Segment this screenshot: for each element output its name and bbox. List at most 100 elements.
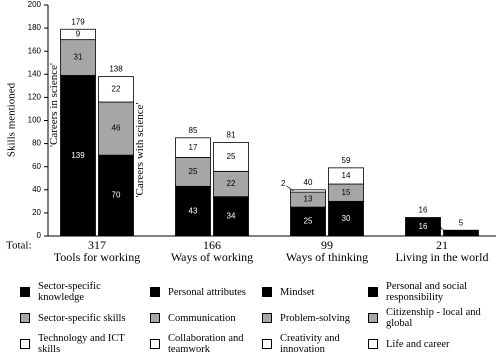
bar-segment (60, 75, 96, 237)
segment-label: 70 (112, 191, 121, 200)
y-tick-label: 80 (32, 139, 41, 148)
legend-entry: Problem-solving (262, 307, 380, 329)
legend-label: Life and career (386, 338, 450, 350)
bar-segment (98, 101, 134, 156)
segment-label: 22 (227, 179, 236, 188)
legend-swatch (150, 313, 160, 323)
bar-label: 'Careers in science' (48, 63, 60, 147)
bar-segment (328, 200, 364, 237)
legend-entry: Life and career (368, 333, 486, 355)
bar-segment (175, 137, 211, 158)
segment-label: 15 (342, 188, 351, 197)
legend-swatch (20, 313, 30, 323)
legend-label: Creativity and innovation (280, 333, 340, 355)
legend-entry: Technology and ICT skills (20, 333, 138, 355)
y-tick-label: 140 (28, 69, 42, 78)
legend-label: Sector-specific skills (38, 312, 126, 324)
segment-label: 25 (189, 167, 198, 176)
bar-segment (175, 157, 211, 187)
legend-swatch (368, 313, 378, 323)
segment-label: 9 (76, 30, 81, 39)
legend-swatch (262, 313, 272, 323)
group-label: Ways of thinking (286, 250, 368, 264)
legend-entry: Mindset (262, 281, 380, 303)
bar-total: 59 (342, 156, 351, 165)
legend-entry: Collaboration and teamwork (150, 333, 268, 355)
y-tick-label: 160 (28, 46, 42, 55)
bar-segment (60, 28, 96, 41)
segment-label: 31 (74, 53, 83, 62)
legend-swatch (368, 287, 378, 297)
bar-segment (290, 189, 326, 193)
leader-line (286, 185, 294, 192)
segment-label: 16 (419, 222, 428, 231)
bar-segment (60, 39, 96, 76)
legend-swatch (262, 287, 272, 297)
legend-entry: Citizenship - local and global (368, 307, 486, 329)
group-total: 317 (88, 238, 106, 252)
legend-entry: Personal attributes (150, 281, 268, 303)
bar-segment (175, 185, 211, 237)
bar-segment (213, 170, 249, 198)
bar-total: 40 (304, 178, 313, 187)
bar-segment (290, 206, 326, 237)
segment-label: 2 (281, 179, 286, 188)
group-total: 99 (321, 238, 333, 252)
leader-line (439, 226, 447, 234)
legend-swatch (20, 339, 30, 349)
y-tick-label: 180 (28, 23, 42, 32)
legend-label: Personal attributes (168, 286, 246, 298)
bar-segment (98, 76, 134, 103)
legend-label: Personal and social responsibility (386, 281, 468, 303)
legend-label: Technology and ICT skills (38, 333, 125, 355)
segment-label: 46 (112, 124, 121, 133)
legend-swatch (20, 287, 30, 297)
legend-swatch (368, 339, 378, 349)
bar-label: 'Careers with science' (134, 102, 146, 197)
y-tick-label: 100 (28, 116, 42, 125)
segment-label: 22 (112, 84, 121, 93)
bar-total: 85 (189, 126, 198, 135)
bar-total: 5 (459, 218, 464, 227)
bar-segment (213, 142, 249, 172)
legend-entry: Communication (150, 307, 268, 329)
legend-swatch (150, 339, 160, 349)
legend-label: Problem-solving (280, 312, 350, 324)
bar-segment (443, 229, 479, 237)
legend-swatch (150, 287, 160, 297)
group-label: Living in the world (396, 250, 489, 264)
segment-label: 25 (227, 152, 236, 161)
legend-entry: Sector-specific skills (20, 307, 138, 329)
group-label: Tools for working (54, 250, 140, 264)
bar-segment (328, 167, 364, 185)
legend-label: Collaboration and teamwork (168, 333, 244, 355)
segment-label: 5 (434, 219, 439, 228)
segment-label: 34 (227, 211, 236, 220)
bar-total: 179 (71, 17, 85, 26)
legend-label: Communication (168, 312, 236, 324)
y-axis-label: Skills mentioned (6, 82, 18, 157)
bar-segment (213, 196, 249, 237)
total-label: Total: (6, 240, 32, 252)
y-tick-label: 0 (37, 231, 42, 240)
legend-entry: Personal and social responsibility (368, 281, 486, 303)
group-label: Ways of working (171, 250, 253, 264)
y-tick-label: 120 (28, 93, 42, 102)
legend-label: Mindset (280, 286, 315, 298)
legend-label: Citizenship - local and global (386, 307, 481, 329)
legend-label: Sector-specific knowledge (38, 281, 101, 303)
group-total: 166 (203, 238, 221, 252)
segment-label: 25 (304, 217, 313, 226)
y-tick-label: 20 (32, 208, 41, 217)
segment-label: 13 (304, 195, 313, 204)
bar-segment (405, 217, 441, 237)
segment-label: 14 (342, 171, 351, 180)
bar-total: 81 (227, 131, 236, 140)
bar-total: 16 (419, 206, 428, 215)
y-tick-label: 40 (32, 185, 41, 194)
segment-label: 43 (189, 206, 198, 215)
segment-label: 30 (342, 214, 351, 223)
bar-total: 138 (109, 65, 123, 74)
